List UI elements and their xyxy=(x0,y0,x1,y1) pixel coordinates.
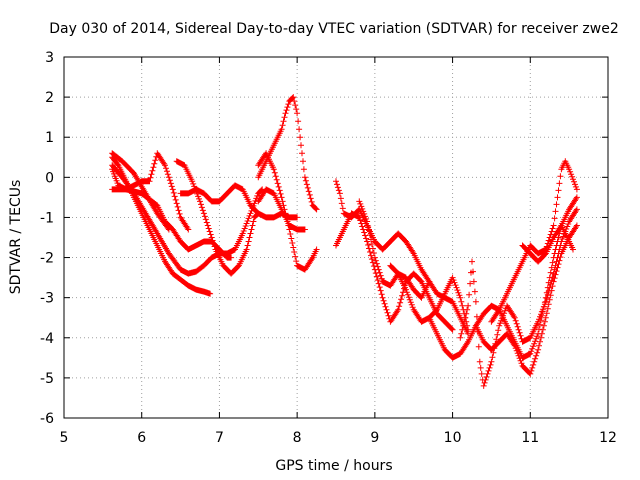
y-tick-label: 0 xyxy=(45,170,54,186)
x-tick-label: 11 xyxy=(521,430,539,446)
series-track-10 xyxy=(255,186,308,233)
series-track-16 xyxy=(457,206,580,389)
y-tick-label: 2 xyxy=(45,90,54,106)
plus-markers xyxy=(109,150,172,233)
plus-markers xyxy=(109,154,214,297)
plus-markers xyxy=(255,94,320,213)
series-track-8 xyxy=(255,94,320,213)
plus-markers xyxy=(519,222,576,265)
series-track-1 xyxy=(109,154,214,297)
x-tick-label: 10 xyxy=(444,430,462,446)
x-tick-label: 12 xyxy=(599,430,617,446)
plus-markers xyxy=(333,178,472,337)
plus-markers xyxy=(457,206,580,389)
y-tick-label: -3 xyxy=(40,291,54,307)
y-tick-label: -5 xyxy=(40,371,54,387)
plus-markers xyxy=(472,222,580,377)
y-tick-label: -4 xyxy=(40,331,54,347)
plus-markers xyxy=(255,150,320,273)
x-tick-labels: 5 6 7 8 9 10 11 12 xyxy=(60,430,617,446)
y-tick-label: 3 xyxy=(45,50,54,66)
y-tick-label: -1 xyxy=(40,210,54,226)
axis-ticks xyxy=(63,56,609,419)
series-track-19 xyxy=(519,222,576,265)
series-track-6 xyxy=(173,158,262,277)
x-tick-label: 7 xyxy=(215,430,224,446)
x-tick-label: 5 xyxy=(60,430,69,446)
series-track-14 xyxy=(387,262,472,333)
y-tick-labels: -6 -5 -4 -3 -2 -1 0 1 2 3 xyxy=(40,50,54,427)
plus-markers xyxy=(387,262,472,333)
series-track-9 xyxy=(255,150,320,273)
x-tick-label: 9 xyxy=(370,430,379,446)
grid xyxy=(64,57,608,418)
plus-markers xyxy=(255,186,308,233)
plus-markers xyxy=(109,162,266,277)
series-track-5 xyxy=(109,150,172,233)
y-tick-label: -6 xyxy=(40,411,54,427)
data-marks xyxy=(109,94,580,389)
plus-markers xyxy=(173,158,262,277)
series-track-12 xyxy=(333,210,456,333)
y-tick-label: -2 xyxy=(40,251,54,267)
series-track-18 xyxy=(488,158,580,325)
y-tick-label: 1 xyxy=(45,130,54,146)
x-axis-label: GPS time / hours xyxy=(275,458,392,474)
y-axis-label: SDTVAR / TECUs xyxy=(8,180,24,295)
series-track-17 xyxy=(472,222,580,377)
plus-markers xyxy=(333,210,456,333)
plot-frame xyxy=(63,56,609,419)
series-track-2 xyxy=(109,162,266,277)
series-track-11 xyxy=(333,178,472,337)
chart-title: Day 030 of 2014, Sidereal Day-to-day VTE… xyxy=(49,21,619,37)
plus-markers xyxy=(488,158,580,325)
x-tick-label: 8 xyxy=(293,430,302,446)
x-tick-label: 6 xyxy=(137,430,146,446)
